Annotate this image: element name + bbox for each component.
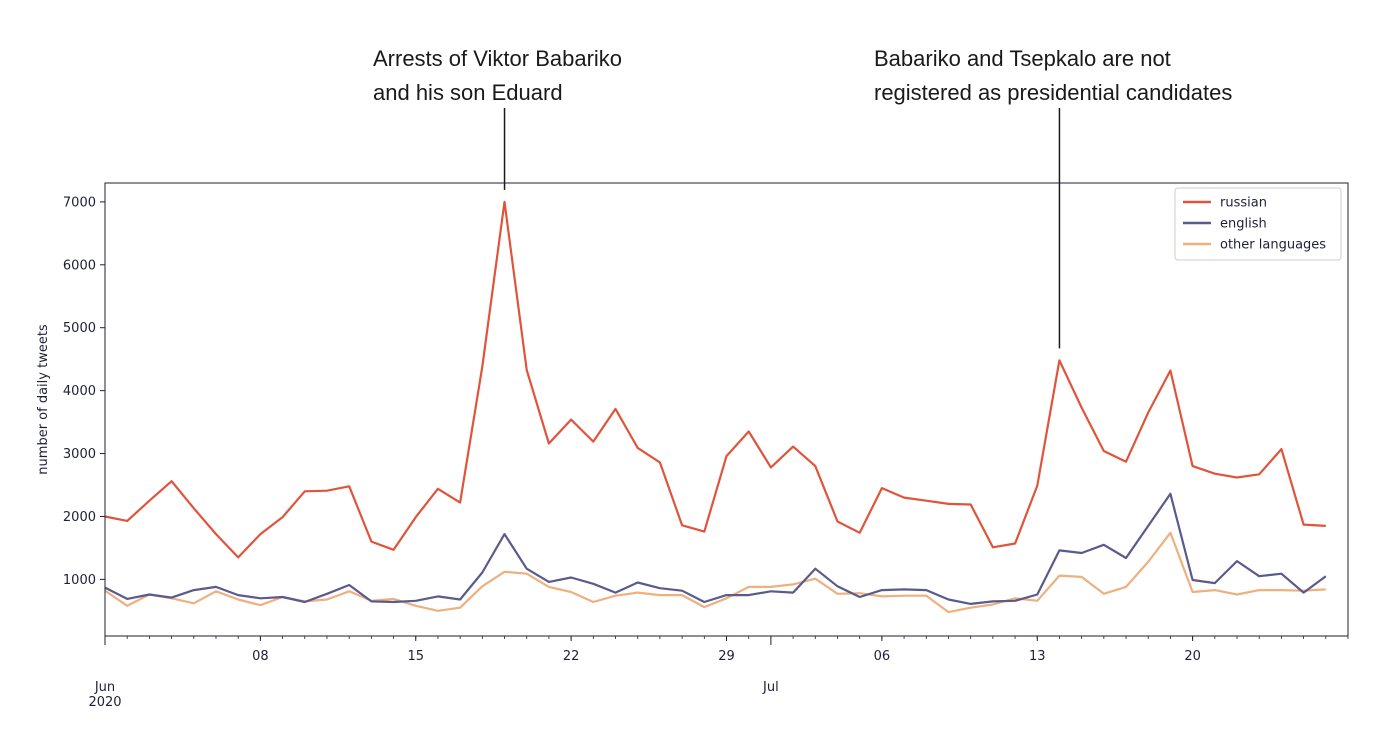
x-tick-label: 08 bbox=[252, 649, 269, 664]
x-tick-label: 15 bbox=[407, 649, 424, 664]
series-line-english bbox=[104, 492, 1327, 606]
x-tick-label: Jun bbox=[94, 680, 115, 695]
x-tick-label: Jul bbox=[762, 680, 779, 695]
series-line-russian bbox=[104, 200, 1326, 559]
x-tick-label: 22 bbox=[563, 649, 580, 664]
plot-frame bbox=[104, 182, 1349, 637]
y-tick-label: 4000 bbox=[63, 384, 96, 399]
annotation-babariko-arrest: Arrests of Viktor Babariko and his son E… bbox=[373, 42, 622, 110]
series-line-other-languages bbox=[104, 531, 1326, 614]
legend: russian english other languages bbox=[1174, 187, 1342, 261]
legend-label: english bbox=[1220, 217, 1267, 232]
y-tick-label: 5000 bbox=[63, 321, 96, 336]
x-tick-label: 29 bbox=[718, 649, 735, 664]
x-tick-label: 06 bbox=[874, 649, 891, 664]
y-axis-label: number of daily tweets bbox=[36, 324, 51, 475]
annotation-line-1: Babariko and Tsepkalo are not bbox=[874, 46, 1171, 71]
y-tick-label: 2000 bbox=[63, 510, 96, 525]
annotation-pointer-lines bbox=[503, 108, 1061, 349]
legend-label: russian bbox=[1220, 196, 1267, 211]
annotation-line-2: and his son Eduard bbox=[373, 80, 563, 105]
y-tick-label: 7000 bbox=[63, 195, 96, 210]
x-tick-label: 13 bbox=[1029, 649, 1046, 664]
x-tick-label: 20 bbox=[1184, 649, 1201, 664]
series-lines bbox=[104, 200, 1327, 614]
annotation-line-1: Arrests of Viktor Babariko bbox=[373, 46, 623, 71]
y-axis: 1000 2000 3000 4000 5000 6000 7000 bbox=[63, 195, 105, 588]
annotation-line-2: registered as presidential candidates bbox=[874, 80, 1233, 105]
y-tick-label: 1000 bbox=[63, 573, 96, 588]
x-tick-sublabel: 2020 bbox=[88, 695, 121, 710]
y-tick-label: 3000 bbox=[63, 447, 96, 462]
legend-box bbox=[1174, 187, 1342, 261]
legend-label: other languages bbox=[1220, 238, 1326, 253]
annotation-candidates-not-registered: Babariko and Tsepkalo are not registered… bbox=[874, 42, 1232, 110]
y-tick-label: 6000 bbox=[63, 258, 96, 273]
